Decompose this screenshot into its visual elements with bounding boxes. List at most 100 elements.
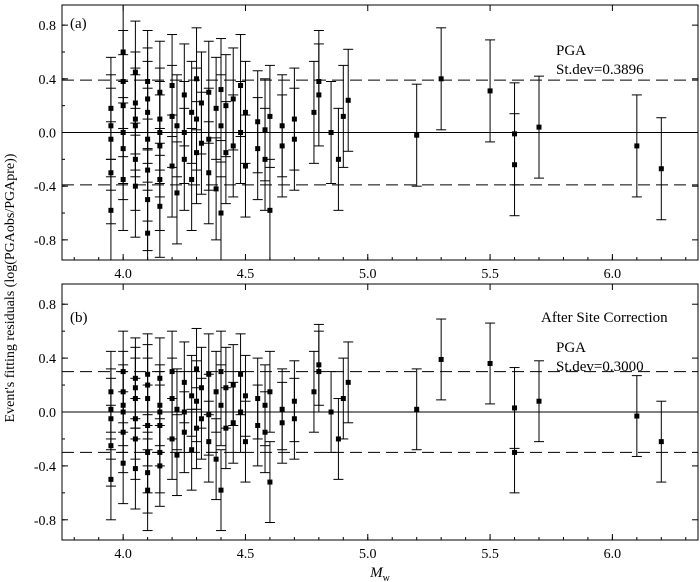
- data-marker: [311, 389, 317, 395]
- data-point: [216, 161, 226, 261]
- data-point: [656, 400, 667, 483]
- data-marker: [328, 130, 334, 135]
- data-marker: [132, 183, 138, 189]
- data-marker: [414, 406, 420, 412]
- data-point: [235, 81, 246, 184]
- data-point: [509, 113, 520, 217]
- data-marker: [120, 460, 126, 466]
- data-marker: [157, 203, 163, 209]
- data-marker: [291, 416, 297, 422]
- data-marker: [218, 487, 224, 493]
- data-marker: [291, 136, 297, 142]
- data-marker: [267, 207, 273, 213]
- annotation-label: After Site Correction: [541, 310, 668, 326]
- data-marker: [512, 162, 518, 168]
- data-marker: [242, 109, 248, 115]
- data-point: [534, 75, 544, 179]
- data-marker: [230, 420, 236, 426]
- y-tick-label: 0.4: [39, 73, 57, 88]
- data-point: [277, 381, 288, 464]
- data-point: [338, 357, 349, 440]
- data-point: [203, 400, 214, 483]
- data-point: [289, 87, 300, 191]
- data-point: [534, 360, 544, 443]
- y-tick-label: -0.8: [34, 514, 56, 529]
- data-marker: [181, 429, 187, 435]
- data-point: [167, 398, 178, 480]
- data-point: [326, 371, 337, 453]
- y-tick-label: -0.4: [34, 460, 56, 475]
- data-marker: [242, 393, 248, 399]
- data-point: [656, 117, 667, 221]
- data-marker: [658, 439, 664, 445]
- data-point: [105, 368, 116, 451]
- data-point: [196, 91, 207, 195]
- data-point: [167, 114, 178, 218]
- data-marker: [157, 130, 163, 135]
- x-tick-label: 4.0: [114, 267, 132, 282]
- data-marker: [218, 210, 224, 216]
- data-marker: [213, 389, 219, 395]
- data-point: [142, 47, 153, 151]
- data-point: [211, 418, 222, 501]
- data-marker: [189, 176, 195, 182]
- data-point: [228, 381, 239, 464]
- data-marker: [218, 123, 224, 129]
- data-marker: [267, 389, 273, 395]
- x-tick-label: 5.0: [359, 547, 377, 562]
- data-point: [211, 137, 222, 241]
- data-point: [313, 30, 324, 133]
- data-marker: [157, 463, 163, 469]
- x-tick-label: 6.0: [604, 267, 622, 282]
- x-tick-label: 4.0: [114, 547, 132, 562]
- y-tick-label: -0.8: [34, 234, 56, 249]
- data-marker: [238, 130, 244, 135]
- data-marker: [328, 409, 334, 415]
- panel-b: 4.0 4.5 5.0 5.5 6.0 0.8 0.4 0.0 -0.4 -0.8 (b) After…: [34, 283, 699, 562]
- data-marker: [512, 405, 518, 411]
- data-point: [308, 350, 319, 433]
- y-tick-label: 0.8: [39, 19, 57, 34]
- data-point: [252, 384, 263, 467]
- data-marker: [120, 402, 126, 408]
- x-tick-label: 4.5: [237, 267, 255, 282]
- stdev-label: St.dev=0.3896: [556, 62, 644, 78]
- data-marker: [194, 150, 200, 156]
- data-marker: [487, 88, 493, 94]
- data-point: [631, 375, 642, 457]
- data-marker: [345, 97, 351, 103]
- y-tick-label: 0.8: [39, 298, 57, 313]
- data-point: [264, 350, 275, 433]
- data-marker: [634, 413, 640, 419]
- data-point: [313, 323, 324, 406]
- data-marker: [189, 109, 195, 115]
- data-point: [228, 94, 239, 198]
- data-marker: [279, 420, 285, 426]
- data-marker: [189, 447, 195, 453]
- data-point: [142, 344, 153, 426]
- data-point: [235, 371, 246, 453]
- data-point: [216, 364, 226, 447]
- data-point: [264, 441, 275, 523]
- data-point: [220, 387, 231, 470]
- data-point: [240, 114, 251, 218]
- y-tick-label: 0.0: [39, 406, 57, 421]
- data-point: [105, 74, 116, 178]
- data-marker: [108, 207, 114, 213]
- data-marker: [316, 79, 322, 84]
- data-marker: [132, 385, 138, 391]
- data-point: [289, 377, 300, 460]
- data-point: [631, 94, 642, 198]
- data-marker: [174, 406, 180, 412]
- data-marker: [634, 143, 640, 149]
- stat-label: PGA: [556, 340, 586, 356]
- data-point: [154, 81, 165, 184]
- data-point: [130, 346, 141, 429]
- data-marker: [242, 439, 248, 445]
- data-marker: [169, 436, 175, 442]
- panel-label: (a): [70, 16, 87, 32]
- data-marker: [213, 456, 219, 462]
- data-marker: [438, 356, 444, 362]
